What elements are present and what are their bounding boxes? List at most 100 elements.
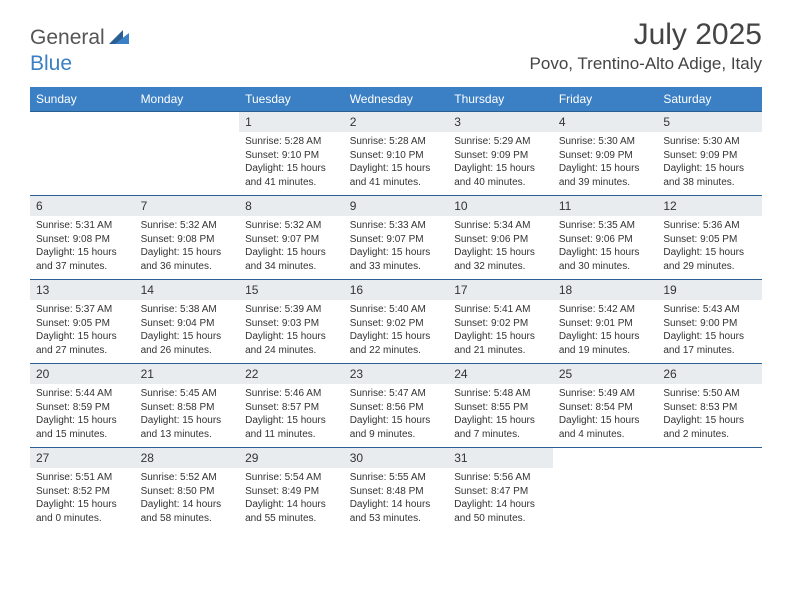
daylight-line: Daylight: 15 hours and 21 minutes. [454, 330, 547, 357]
sunrise-line: Sunrise: 5:36 AM [663, 219, 756, 233]
day-number: 6 [30, 196, 135, 216]
sunset-line: Sunset: 8:52 PM [36, 485, 129, 499]
sunrise-line: Sunrise: 5:32 AM [141, 219, 234, 233]
day-number: 12 [657, 196, 762, 216]
location-subtitle: Povo, Trentino-Alto Adige, Italy [530, 54, 762, 74]
calendar-day-cell: 12Sunrise: 5:36 AMSunset: 9:05 PMDayligh… [657, 196, 762, 280]
calendar-day-cell: 18Sunrise: 5:42 AMSunset: 9:01 PMDayligh… [553, 280, 658, 364]
weekday-header: Wednesday [344, 87, 449, 112]
header: General July 2025 Povo, Trentino-Alto Ad… [0, 0, 792, 79]
sunrise-line: Sunrise: 5:51 AM [36, 471, 129, 485]
day-number: 14 [135, 280, 240, 300]
daylight-line: Daylight: 15 hours and 34 minutes. [245, 246, 338, 273]
sunrise-line: Sunrise: 5:35 AM [559, 219, 652, 233]
sunset-line: Sunset: 8:54 PM [559, 401, 652, 415]
day-number: 27 [30, 448, 135, 468]
daylight-line: Daylight: 15 hours and 2 minutes. [663, 414, 756, 441]
daylight-line: Daylight: 15 hours and 36 minutes. [141, 246, 234, 273]
day-body: Sunrise: 5:36 AMSunset: 9:05 PMDaylight:… [657, 216, 762, 277]
daylight-line: Daylight: 15 hours and 39 minutes. [559, 162, 652, 189]
calendar-week-row: 20Sunrise: 5:44 AMSunset: 8:59 PMDayligh… [30, 364, 762, 448]
day-body: Sunrise: 5:31 AMSunset: 9:08 PMDaylight:… [30, 216, 135, 277]
day-body: Sunrise: 5:42 AMSunset: 9:01 PMDaylight:… [553, 300, 658, 361]
calendar-day-cell: 25Sunrise: 5:49 AMSunset: 8:54 PMDayligh… [553, 364, 658, 448]
day-number: 2 [344, 112, 449, 132]
day-body [553, 454, 658, 504]
sunset-line: Sunset: 9:03 PM [245, 317, 338, 331]
logo-text-blue-wrap: Blue [30, 52, 72, 76]
daylight-line: Daylight: 14 hours and 53 minutes. [350, 498, 443, 525]
sunset-line: Sunset: 9:07 PM [350, 233, 443, 247]
day-number: 21 [135, 364, 240, 384]
calendar-day-cell [30, 112, 135, 196]
sunrise-line: Sunrise: 5:45 AM [141, 387, 234, 401]
calendar-day-cell [657, 448, 762, 532]
sunrise-line: Sunrise: 5:33 AM [350, 219, 443, 233]
sunset-line: Sunset: 8:57 PM [245, 401, 338, 415]
day-number: 3 [448, 112, 553, 132]
calendar-day-cell: 19Sunrise: 5:43 AMSunset: 9:00 PMDayligh… [657, 280, 762, 364]
weekday-header: Saturday [657, 87, 762, 112]
sunset-line: Sunset: 8:59 PM [36, 401, 129, 415]
sunset-line: Sunset: 8:56 PM [350, 401, 443, 415]
daylight-line: Daylight: 15 hours and 32 minutes. [454, 246, 547, 273]
daylight-line: Daylight: 15 hours and 33 minutes. [350, 246, 443, 273]
calendar-day-cell: 11Sunrise: 5:35 AMSunset: 9:06 PMDayligh… [553, 196, 658, 280]
calendar-day-cell: 3Sunrise: 5:29 AMSunset: 9:09 PMDaylight… [448, 112, 553, 196]
calendar-day-cell: 10Sunrise: 5:34 AMSunset: 9:06 PMDayligh… [448, 196, 553, 280]
sunrise-line: Sunrise: 5:42 AM [559, 303, 652, 317]
sunrise-line: Sunrise: 5:30 AM [559, 135, 652, 149]
weekday-header: Monday [135, 87, 240, 112]
daylight-line: Daylight: 15 hours and 26 minutes. [141, 330, 234, 357]
sunset-line: Sunset: 9:06 PM [454, 233, 547, 247]
sunset-line: Sunset: 9:00 PM [663, 317, 756, 331]
calendar-day-cell: 24Sunrise: 5:48 AMSunset: 8:55 PMDayligh… [448, 364, 553, 448]
sunset-line: Sunset: 8:48 PM [350, 485, 443, 499]
sunset-line: Sunset: 9:07 PM [245, 233, 338, 247]
calendar-day-cell: 22Sunrise: 5:46 AMSunset: 8:57 PMDayligh… [239, 364, 344, 448]
sunrise-line: Sunrise: 5:39 AM [245, 303, 338, 317]
day-body: Sunrise: 5:51 AMSunset: 8:52 PMDaylight:… [30, 468, 135, 529]
day-number: 28 [135, 448, 240, 468]
calendar-day-cell: 8Sunrise: 5:32 AMSunset: 9:07 PMDaylight… [239, 196, 344, 280]
calendar-day-cell: 6Sunrise: 5:31 AMSunset: 9:08 PMDaylight… [30, 196, 135, 280]
daylight-line: Daylight: 15 hours and 9 minutes. [350, 414, 443, 441]
daylight-line: Daylight: 15 hours and 4 minutes. [559, 414, 652, 441]
day-body: Sunrise: 5:38 AMSunset: 9:04 PMDaylight:… [135, 300, 240, 361]
sunset-line: Sunset: 8:50 PM [141, 485, 234, 499]
day-body [135, 118, 240, 168]
daylight-line: Daylight: 15 hours and 17 minutes. [663, 330, 756, 357]
calendar-day-cell: 14Sunrise: 5:38 AMSunset: 9:04 PMDayligh… [135, 280, 240, 364]
sunset-line: Sunset: 9:08 PM [141, 233, 234, 247]
day-body: Sunrise: 5:54 AMSunset: 8:49 PMDaylight:… [239, 468, 344, 529]
calendar-day-cell: 13Sunrise: 5:37 AMSunset: 9:05 PMDayligh… [30, 280, 135, 364]
day-body: Sunrise: 5:39 AMSunset: 9:03 PMDaylight:… [239, 300, 344, 361]
daylight-line: Daylight: 15 hours and 29 minutes. [663, 246, 756, 273]
weekday-header: Sunday [30, 87, 135, 112]
sunrise-line: Sunrise: 5:38 AM [141, 303, 234, 317]
sunrise-line: Sunrise: 5:40 AM [350, 303, 443, 317]
sunset-line: Sunset: 9:08 PM [36, 233, 129, 247]
sunrise-line: Sunrise: 5:50 AM [663, 387, 756, 401]
calendar-day-cell: 27Sunrise: 5:51 AMSunset: 8:52 PMDayligh… [30, 448, 135, 532]
day-body: Sunrise: 5:44 AMSunset: 8:59 PMDaylight:… [30, 384, 135, 445]
sunrise-line: Sunrise: 5:55 AM [350, 471, 443, 485]
calendar-day-cell: 2Sunrise: 5:28 AMSunset: 9:10 PMDaylight… [344, 112, 449, 196]
day-body: Sunrise: 5:37 AMSunset: 9:05 PMDaylight:… [30, 300, 135, 361]
sunrise-line: Sunrise: 5:47 AM [350, 387, 443, 401]
daylight-line: Daylight: 15 hours and 19 minutes. [559, 330, 652, 357]
day-number: 18 [553, 280, 658, 300]
daylight-line: Daylight: 15 hours and 41 minutes. [245, 162, 338, 189]
sunset-line: Sunset: 8:53 PM [663, 401, 756, 415]
calendar-day-cell: 15Sunrise: 5:39 AMSunset: 9:03 PMDayligh… [239, 280, 344, 364]
sunrise-line: Sunrise: 5:28 AM [245, 135, 338, 149]
sunset-line: Sunset: 9:04 PM [141, 317, 234, 331]
weekday-header: Thursday [448, 87, 553, 112]
logo-text-blue: Blue [30, 52, 72, 75]
calendar-header-row: SundayMondayTuesdayWednesdayThursdayFrid… [30, 87, 762, 112]
day-body: Sunrise: 5:32 AMSunset: 9:08 PMDaylight:… [135, 216, 240, 277]
day-number: 19 [657, 280, 762, 300]
calendar-day-cell: 9Sunrise: 5:33 AMSunset: 9:07 PMDaylight… [344, 196, 449, 280]
month-title: July 2025 [530, 18, 762, 52]
day-body [657, 454, 762, 504]
